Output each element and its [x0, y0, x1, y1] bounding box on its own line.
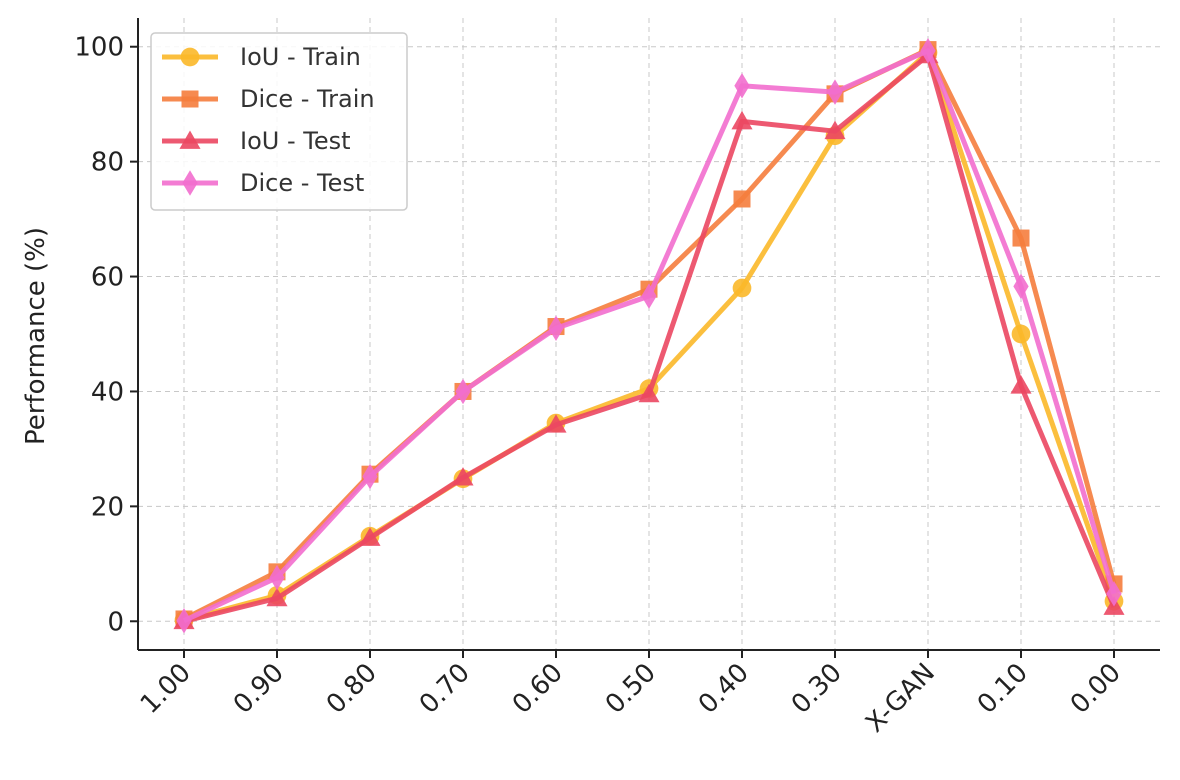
data-point	[359, 527, 381, 546]
y-tick-label: 0	[107, 607, 124, 637]
data-point	[181, 90, 199, 108]
legend-item: IoU - Test	[162, 127, 351, 155]
legend-item: Dice - Test	[162, 169, 364, 197]
legend-box	[150, 32, 408, 211]
legend-item: Dice - Train	[162, 85, 375, 113]
data-point	[1010, 375, 1032, 394]
x-tick-label: 0.10	[972, 658, 1034, 720]
data-point	[1106, 580, 1122, 607]
data-point	[638, 383, 660, 403]
x-tick-label: 1.00	[135, 658, 197, 720]
data-point	[180, 47, 200, 67]
x-tick-label: 0.60	[507, 658, 569, 720]
x-tick-label: 0.00	[1065, 658, 1127, 720]
y-tick-label: 40	[91, 377, 124, 407]
data-point	[734, 73, 750, 99]
data-point	[452, 467, 474, 486]
data-point	[731, 110, 753, 130]
y-tick-label: 20	[91, 492, 124, 522]
data-point	[548, 315, 564, 342]
data-point	[1011, 324, 1031, 344]
data-point	[733, 190, 751, 208]
legend: IoU - Train Dice - Train IoU - Test Dice - …	[150, 32, 408, 211]
x-tick-label: 0.40	[693, 658, 755, 720]
x-tick-label: 0.90	[228, 658, 290, 720]
y-tick-label: 60	[91, 263, 124, 293]
legend-item: IoU - Train	[162, 43, 361, 71]
x-tick-label: 0.50	[600, 658, 662, 720]
x-tick-label: X-GAN	[860, 658, 941, 739]
data-point	[179, 130, 201, 149]
data-point	[641, 283, 657, 309]
ticks: 0 20 40 60 80 100 1.00 0.90 0.80 0.70 0.60 0.50 0.40…	[74, 33, 1127, 739]
data-point	[269, 564, 285, 591]
data-point	[1013, 273, 1029, 300]
y-tick-label: 80	[91, 148, 124, 178]
y-axis-title: Performance (%)	[21, 227, 51, 445]
data-point	[362, 463, 378, 490]
legend-label: Dice - Test	[240, 169, 364, 197]
legend-label: IoU - Test	[240, 127, 351, 155]
data-point	[827, 79, 843, 105]
x-tick-label: 0.30	[786, 658, 848, 720]
data-point	[824, 120, 846, 140]
data-point	[176, 607, 192, 634]
data-point	[732, 278, 752, 298]
data-point	[1012, 229, 1030, 247]
data-point	[266, 587, 288, 607]
data-point	[545, 414, 567, 433]
series	[173, 37, 1125, 634]
legend-label: IoU - Train	[240, 43, 361, 71]
data-point	[920, 37, 936, 64]
data-point	[455, 378, 471, 405]
data-point	[182, 170, 198, 196]
x-tick-label: 0.80	[321, 658, 383, 720]
series-dice-test	[176, 37, 1122, 634]
x-tick-label: 0.70	[414, 658, 476, 720]
legend-label: Dice - Train	[240, 85, 375, 113]
y-tick-label: 100	[74, 33, 124, 63]
